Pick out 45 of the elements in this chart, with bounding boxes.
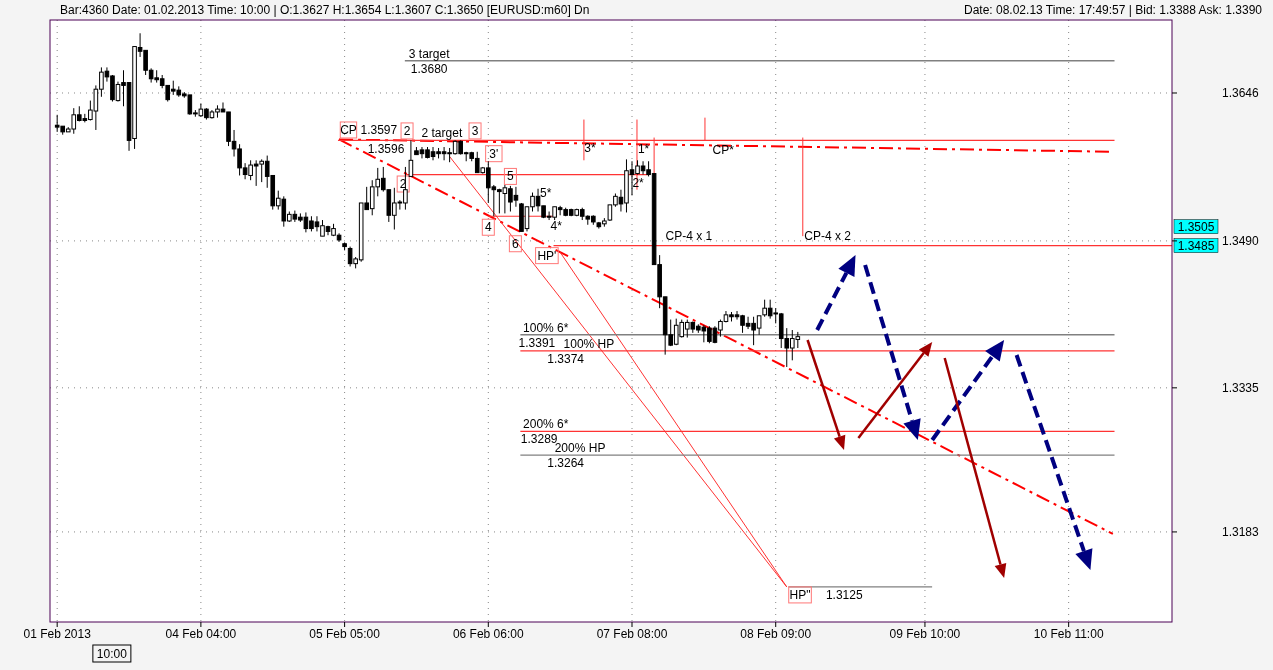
x-tick-label: 07 Feb 08:00 <box>596 627 668 641</box>
ref-line-label: 1.3264 <box>547 456 585 471</box>
ref-line-label: 1.3125 <box>825 587 863 602</box>
y-tick-label: 1.3335 <box>1222 380 1260 395</box>
annotation: 1* <box>637 142 650 157</box>
x-tick-label: 01 Feb 2013 <box>23 627 92 641</box>
annotation: 100% 6* <box>523 320 569 335</box>
annotation: 5* <box>540 185 552 200</box>
chart-subtitle: Date: 08.02.13 Time: 17:49:57 | Bid: 1.3388 Ask: 1.3390 <box>964 3 1263 17</box>
annotation: CP-4 x 1 <box>665 228 713 243</box>
annotation: 4 <box>484 220 492 235</box>
annotation: 3 <box>471 123 479 138</box>
ref-line-label: 1.3391 <box>518 335 556 350</box>
annotation: 1.3597 <box>360 122 398 137</box>
chart-title: Bar:4360 Date: 01.02.2013 Time: 10:00 | O:1.3627 H:1.3654 L:1.3607 C:1.3650 [EURUSD:m60] Dn <box>60 3 590 17</box>
annotation: CP-4 x 2 <box>804 228 852 243</box>
y-tick-label: 1.3646 <box>1222 86 1260 100</box>
x-tick-label: 10 Feb 11:00 <box>1033 627 1104 641</box>
ref-line-label: 1.3596 <box>367 142 405 157</box>
annotation: HP" <box>789 587 811 602</box>
x-tick-label: 05 Feb 05:00 <box>309 627 381 641</box>
annotation: 3* <box>584 140 596 155</box>
x-tick-label: 08 Feb 09:00 <box>740 627 812 641</box>
ref-line-label: 1.3374 <box>547 351 585 366</box>
annotation: 6 <box>512 236 520 251</box>
annotation: 3 target <box>408 46 451 61</box>
x-tick-label: 09 Feb 10:00 <box>889 627 961 641</box>
annotation: 3' <box>489 146 499 161</box>
text: 10:00 <box>96 647 128 661</box>
ref-line-label: 1.3680 <box>410 61 448 76</box>
y-tick-label: 1.3490 <box>1222 233 1260 248</box>
annotation: HP' <box>537 248 557 263</box>
ref-line-label: 1.3485 <box>1177 238 1215 253</box>
annotation: CP* <box>712 142 735 157</box>
annotation: 2 <box>403 123 411 138</box>
annotation: 2* <box>632 176 645 191</box>
x-tick-label: 04 Feb 04:00 <box>165 627 237 641</box>
annotation: 200% 6* <box>523 417 569 432</box>
annotation: CP <box>340 122 357 137</box>
annotation: 4* <box>550 219 563 234</box>
annotation: 2 target <box>421 126 463 141</box>
annotation: 100% HP <box>563 336 615 351</box>
text: 1.3505 <box>1177 219 1215 234</box>
x-tick-label: 06 Feb 06:00 <box>452 627 524 641</box>
y-tick-label: 1.3183 <box>1222 524 1260 539</box>
